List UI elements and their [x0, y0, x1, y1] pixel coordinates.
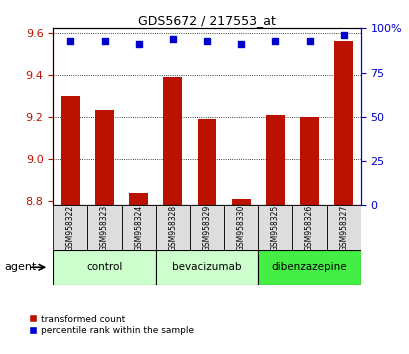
Bar	[197, 119, 216, 205]
Bar	[87, 205, 121, 250]
Bar	[155, 250, 258, 285]
Bar	[163, 77, 182, 205]
Text: bevacizumab: bevacizumab	[172, 262, 241, 272]
Text: GSM958326: GSM958326	[304, 204, 313, 251]
Text: GSM958328: GSM958328	[168, 204, 177, 251]
Bar	[258, 250, 360, 285]
Bar	[129, 193, 148, 205]
Text: dibenzazepine: dibenzazepine	[271, 262, 346, 272]
Bar	[53, 250, 155, 285]
Text: GSM958329: GSM958329	[202, 204, 211, 251]
Text: GSM958330: GSM958330	[236, 204, 245, 251]
Bar	[292, 205, 326, 250]
Bar	[121, 205, 155, 250]
Text: control: control	[86, 262, 122, 272]
Text: GSM958323: GSM958323	[100, 204, 109, 251]
Bar	[189, 205, 224, 250]
Point	[135, 41, 142, 47]
Point	[101, 38, 108, 44]
Point	[203, 38, 210, 44]
Bar	[224, 205, 258, 250]
Point	[237, 41, 244, 47]
Point	[306, 38, 312, 44]
Point	[169, 36, 176, 42]
Bar	[258, 205, 292, 250]
Bar	[61, 96, 80, 205]
Text: GSM958327: GSM958327	[338, 204, 347, 251]
Bar	[326, 205, 360, 250]
Point	[272, 38, 278, 44]
Bar	[333, 41, 352, 205]
Bar	[95, 110, 114, 205]
Text: GSM958322: GSM958322	[66, 204, 75, 251]
Legend: transformed count, percentile rank within the sample: transformed count, percentile rank withi…	[25, 311, 198, 339]
Point	[67, 38, 74, 44]
Bar	[231, 199, 250, 205]
Bar	[265, 115, 284, 205]
Text: GSM958325: GSM958325	[270, 204, 279, 251]
Bar	[299, 117, 318, 205]
Text: GSM958324: GSM958324	[134, 204, 143, 251]
Bar	[53, 205, 87, 250]
Text: agent: agent	[4, 262, 36, 272]
Bar	[155, 205, 189, 250]
Title: GDS5672 / 217553_at: GDS5672 / 217553_at	[138, 14, 275, 27]
Point	[339, 33, 346, 38]
